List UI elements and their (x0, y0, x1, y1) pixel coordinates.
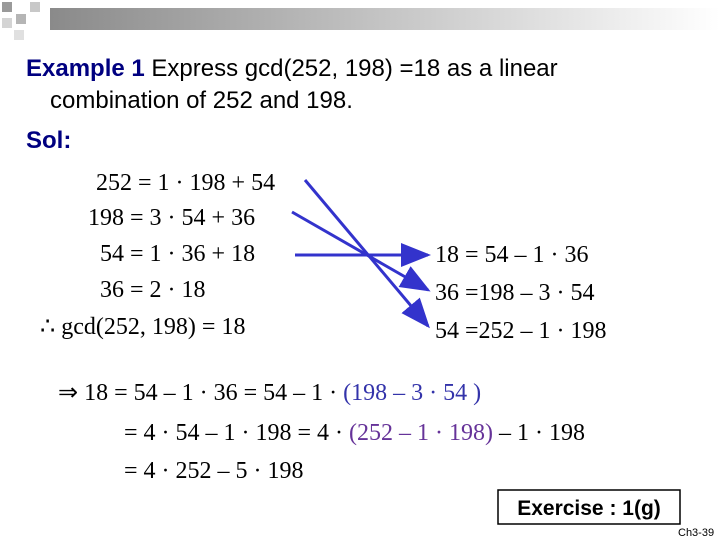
derivation-text: ⇒ 18 = 54 – 1 · 36 = 54 – 1 · (58, 380, 343, 406)
heading-text: Express gcd(252, 198) =18 as a linear (145, 55, 558, 82)
equation: 198 = 3 · 54 + 36 (88, 205, 255, 231)
footer: Ch3-39 (678, 527, 714, 539)
equation: ∴ gcd(252, 198) = 18 (40, 314, 245, 340)
equation: 36 = 2 · 18 (100, 277, 206, 303)
equation: 54 =252 – 1 · 198 (435, 318, 607, 344)
example-label: Example 1 (26, 55, 145, 82)
sol-label: Sol: (26, 127, 71, 154)
substitution: (252 – 1 · 198) (349, 420, 493, 446)
derivation-text: – 1 · 198 (493, 420, 585, 446)
exercise: Exercise : 1(g) (517, 497, 661, 520)
equation: 18 = 54 – 1 · 36 (435, 242, 589, 268)
substitution: (198 – 3 · 54 ) (343, 380, 481, 406)
arrows (291, 179, 431, 329)
equation: 36 =198 – 3 · 54 (435, 280, 595, 306)
decoration (2, 2, 720, 40)
heading: Example 1 Express gcd(252, 198) =18 as a… (26, 55, 558, 82)
derivation: = 4 · 54 – 1 · 198 = 4 · (252 – 1 · 198)… (124, 420, 585, 446)
exercise-box (497, 489, 681, 525)
derivation-text: = 4 · 54 – 1 · 198 = 4 · (124, 420, 349, 446)
derivation: ⇒ 18 = 54 – 1 · 36 = 54 – 1 · (198 – 3 ·… (58, 380, 481, 406)
derivation: = 4 · 252 – 5 · 198 (124, 458, 304, 484)
equation: 252 = 1 · 198 + 54 (96, 170, 275, 196)
heading-text: combination of 252 and 198. (50, 87, 353, 114)
equation: 54 = 1 · 36 + 18 (100, 241, 255, 267)
